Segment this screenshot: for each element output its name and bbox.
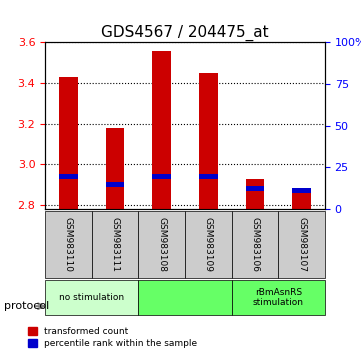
Text: no stimulation: no stimulation: [59, 293, 124, 302]
Text: protocol: protocol: [4, 301, 49, 311]
Text: GSM983110: GSM983110: [64, 217, 73, 272]
FancyBboxPatch shape: [278, 211, 325, 278]
FancyBboxPatch shape: [45, 280, 138, 315]
Text: GSM983108: GSM983108: [157, 217, 166, 272]
Bar: [245, 178, 264, 209]
Bar: [199, 73, 218, 209]
Text: GSM983106: GSM983106: [251, 217, 260, 272]
Bar: [292, 193, 311, 209]
FancyBboxPatch shape: [92, 211, 138, 278]
Bar: [245, 186, 264, 191]
FancyBboxPatch shape: [138, 280, 232, 315]
Title: GDS4567 / 204475_at: GDS4567 / 204475_at: [101, 25, 269, 41]
FancyBboxPatch shape: [45, 211, 92, 278]
Bar: [152, 173, 171, 178]
Bar: [106, 182, 125, 187]
Bar: [292, 188, 311, 193]
Bar: [106, 128, 125, 209]
Bar: [199, 173, 218, 178]
Bar: [152, 51, 171, 209]
Legend: transformed count, percentile rank within the sample: transformed count, percentile rank withi…: [26, 325, 199, 349]
Text: GSM983109: GSM983109: [204, 217, 213, 272]
Bar: [59, 77, 78, 209]
Bar: [59, 173, 78, 178]
FancyBboxPatch shape: [138, 211, 185, 278]
Text: rBmAsnRS
stimulation: rBmAsnRS stimulation: [253, 288, 304, 307]
FancyBboxPatch shape: [185, 211, 232, 278]
Text: GSM983111: GSM983111: [110, 217, 119, 272]
FancyBboxPatch shape: [232, 211, 278, 278]
Text: GSM983107: GSM983107: [297, 217, 306, 272]
FancyBboxPatch shape: [232, 280, 325, 315]
